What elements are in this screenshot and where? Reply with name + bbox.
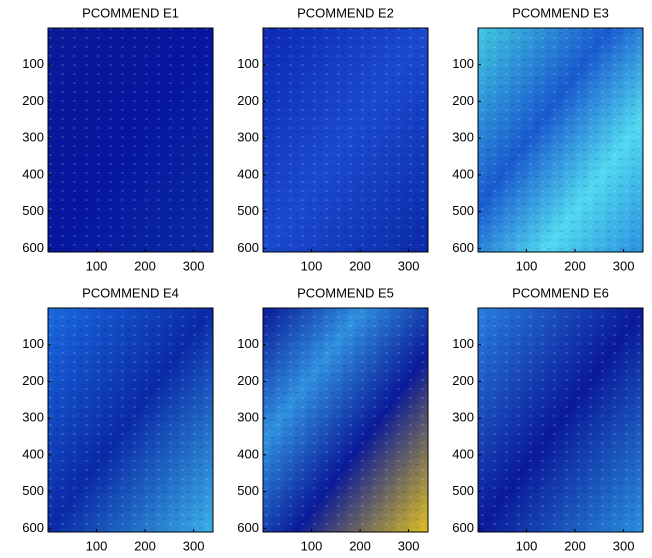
- image-texture: [478, 28, 643, 252]
- x-tick-label: 100: [86, 258, 108, 273]
- y-tick-label: 500: [452, 483, 474, 498]
- x-tick-label: 300: [398, 258, 420, 273]
- image-texture: [48, 308, 213, 532]
- y-tick-label: 500: [237, 483, 259, 498]
- x-tick-label: 100: [301, 538, 323, 553]
- x-tick-label: 100: [301, 258, 323, 273]
- panel-title: PCOMMEND E6: [512, 285, 609, 300]
- y-tick-label: 400: [237, 446, 259, 461]
- y-tick-label: 600: [452, 240, 474, 255]
- x-tick-label: 200: [134, 258, 156, 273]
- x-tick-label: 200: [134, 538, 156, 553]
- panel-title: PCOMMEND E1: [82, 5, 179, 20]
- y-tick-label: 200: [452, 93, 474, 108]
- x-tick-label: 300: [613, 258, 635, 273]
- x-tick-label: 300: [613, 538, 635, 553]
- y-tick-label: 500: [22, 483, 44, 498]
- y-tick-label: 300: [452, 410, 474, 425]
- x-tick-label: 300: [398, 538, 420, 553]
- y-tick-label: 300: [452, 130, 474, 145]
- y-tick-label: 100: [22, 56, 44, 71]
- panel-title: PCOMMEND E2: [297, 5, 394, 20]
- panel-title: PCOMMEND E3: [512, 5, 609, 20]
- y-tick-label: 400: [237, 166, 259, 181]
- x-tick-label: 200: [349, 258, 371, 273]
- y-tick-label: 200: [237, 373, 259, 388]
- y-tick-label: 300: [237, 410, 259, 425]
- panel-title: PCOMMEND E5: [297, 285, 394, 300]
- x-tick-label: 100: [516, 538, 538, 553]
- y-tick-label: 500: [22, 203, 44, 218]
- y-tick-label: 400: [22, 446, 44, 461]
- y-tick-label: 400: [22, 166, 44, 181]
- panel: PCOMMEND E5 100 200 300 100 200 300 400 500 600: [237, 285, 428, 553]
- y-tick-label: 300: [237, 130, 259, 145]
- panel: PCOMMEND E3 100 200 300 100 200 300 400 500 600: [452, 5, 643, 273]
- y-tick-label: 600: [22, 240, 44, 255]
- panel: PCOMMEND E1 100 200 300 100 200 300 400 500 600: [22, 5, 213, 273]
- y-tick-label: 300: [22, 130, 44, 145]
- y-tick-label: 200: [237, 93, 259, 108]
- y-tick-label: 400: [452, 166, 474, 181]
- y-tick-label: 400: [452, 446, 474, 461]
- panel: PCOMMEND E6 100 200 300 100 200 300 400 500 600: [452, 285, 643, 553]
- x-tick-label: 300: [183, 538, 205, 553]
- y-tick-label: 100: [237, 56, 259, 71]
- y-tick-label: 600: [237, 240, 259, 255]
- y-tick-label: 200: [22, 93, 44, 108]
- image-texture: [263, 28, 428, 252]
- y-tick-label: 200: [22, 373, 44, 388]
- panel: PCOMMEND E2 100 200 300 100 200 300 400 500 600: [237, 5, 428, 273]
- y-tick-label: 500: [237, 203, 259, 218]
- image-texture: [478, 308, 643, 532]
- y-tick-label: 200: [452, 373, 474, 388]
- x-tick-label: 200: [564, 258, 586, 273]
- y-tick-label: 100: [452, 336, 474, 351]
- x-tick-label: 100: [86, 538, 108, 553]
- x-tick-label: 300: [183, 258, 205, 273]
- y-tick-label: 100: [237, 336, 259, 351]
- x-tick-label: 100: [516, 258, 538, 273]
- image-texture: [263, 308, 428, 532]
- panel: PCOMMEND E4 100 200 300 100 200 300 400 500 600: [22, 285, 213, 553]
- y-tick-label: 100: [22, 336, 44, 351]
- y-tick-label: 100: [452, 56, 474, 71]
- image-texture: [48, 28, 213, 252]
- y-tick-label: 500: [452, 203, 474, 218]
- y-tick-label: 600: [237, 520, 259, 535]
- panel-title: PCOMMEND E4: [82, 285, 179, 300]
- x-tick-label: 200: [349, 538, 371, 553]
- y-tick-label: 600: [22, 520, 44, 535]
- x-tick-label: 200: [564, 538, 586, 553]
- y-tick-label: 300: [22, 410, 44, 425]
- y-tick-label: 600: [452, 520, 474, 535]
- figure: PCOMMEND E1100200300100200300400500600PC…: [0, 0, 652, 558]
